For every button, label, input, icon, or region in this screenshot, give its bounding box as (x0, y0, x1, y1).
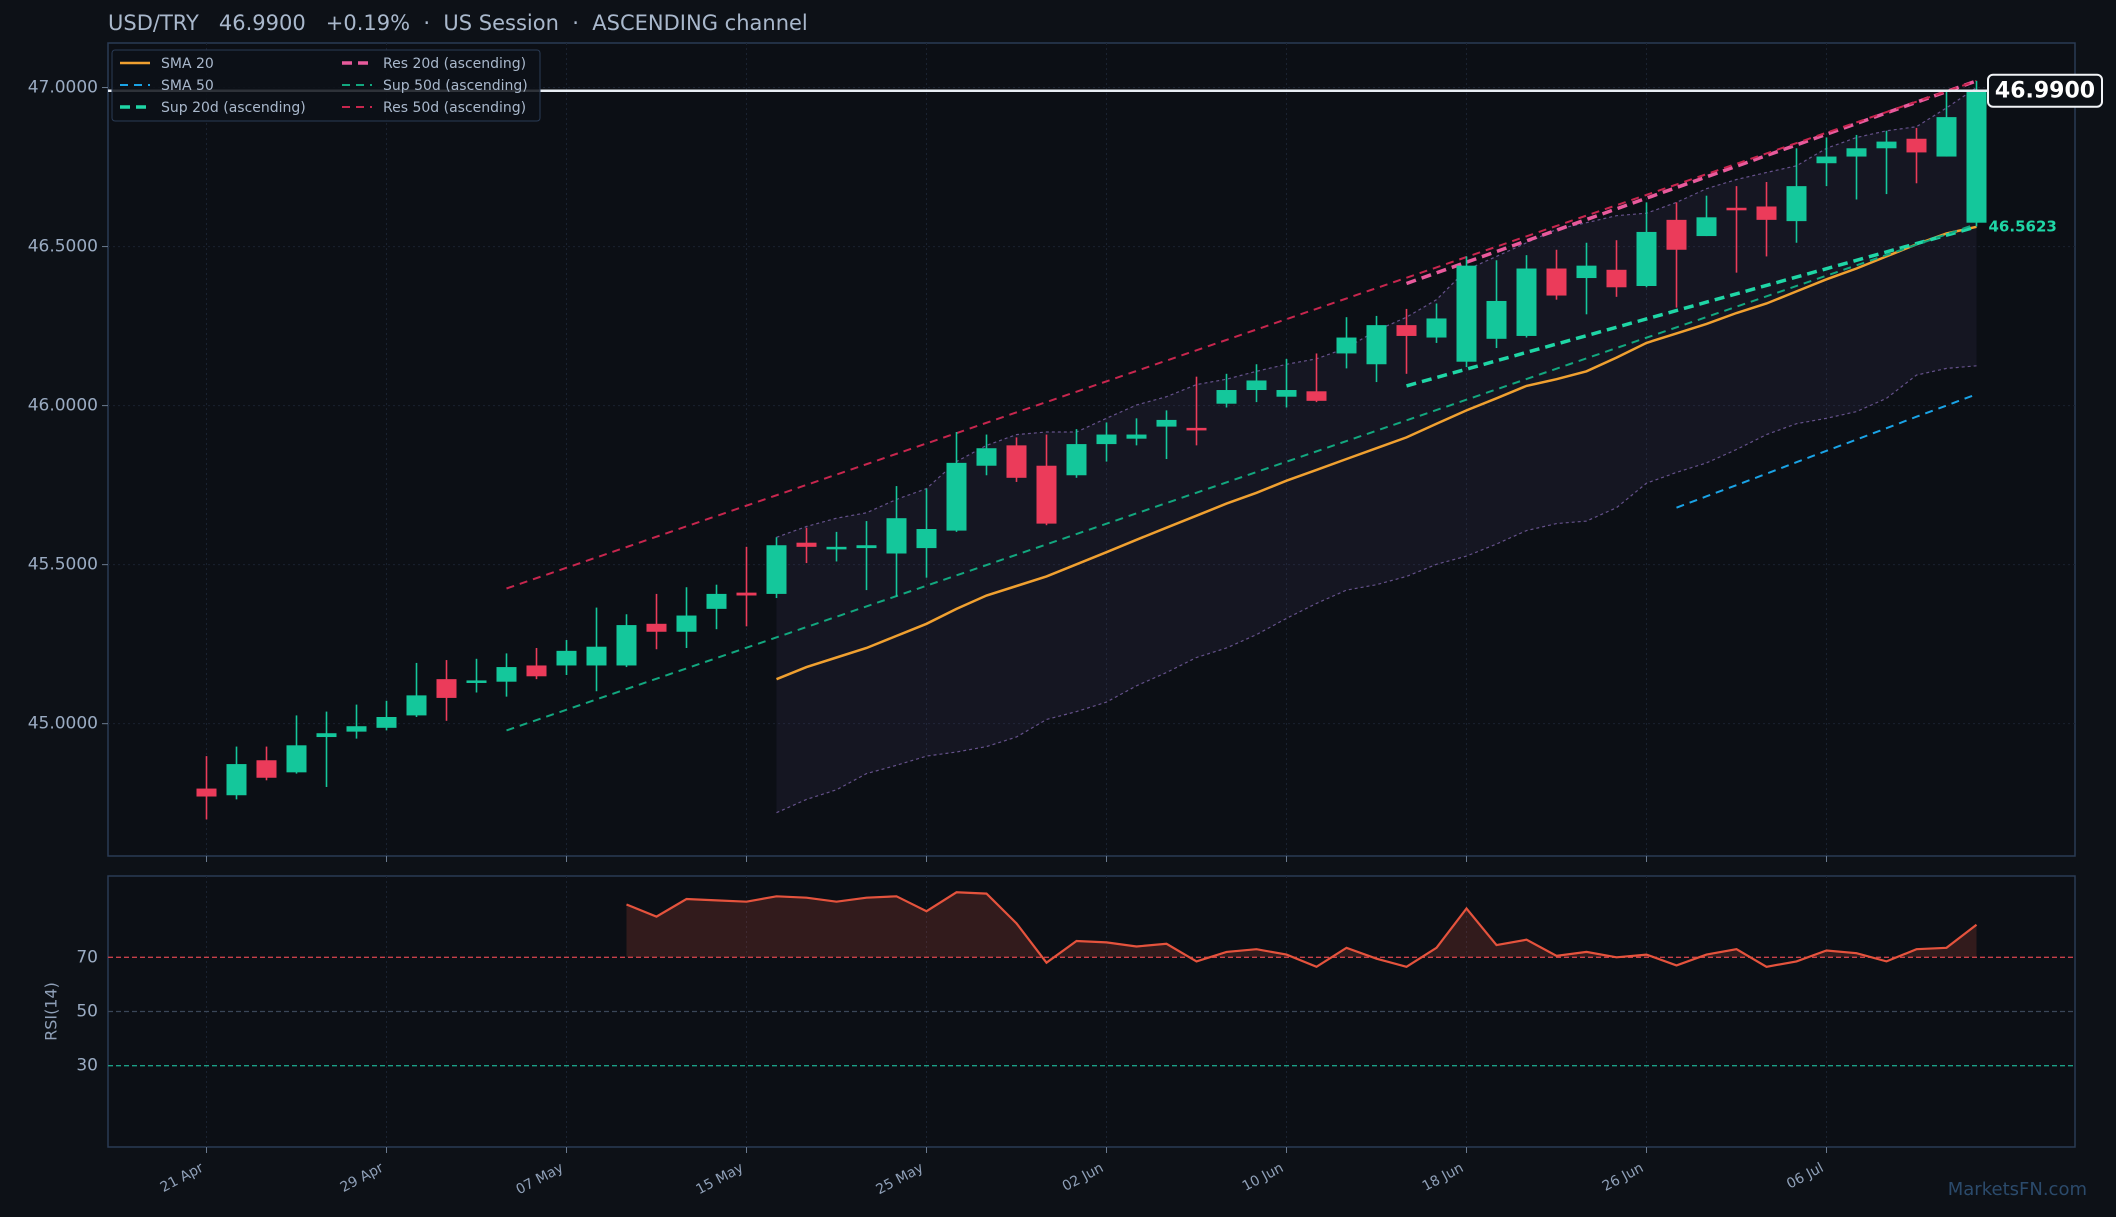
y-tick-label: 46.0000 (28, 396, 98, 416)
candle-body (196, 788, 217, 797)
candle-body (1276, 390, 1297, 397)
indicator-line (506, 79, 1977, 590)
candle-body (1606, 269, 1627, 288)
candle-body (676, 615, 697, 632)
candle-body (1666, 219, 1687, 250)
y-tick-label: 70 (76, 947, 98, 967)
rsi-line (626, 891, 1978, 969)
panel (107, 875, 2076, 1148)
candle-body (826, 546, 847, 550)
indicator-line (1406, 225, 1977, 388)
candle-body (1456, 265, 1477, 362)
indicator-line (1676, 393, 1977, 509)
legend-label: SMA 50 (161, 78, 214, 94)
legend-label: Sup 20d (ascending) (161, 100, 306, 116)
candle-body (376, 717, 397, 728)
candle-body (856, 545, 877, 549)
indicator-line (776, 225, 1977, 681)
candle-body (1036, 465, 1057, 524)
candle-body (1006, 445, 1027, 478)
candle-body (1366, 325, 1387, 365)
candle-body (1426, 318, 1447, 338)
y-tick-label: 46.5000 (28, 237, 98, 257)
candle-body (556, 650, 577, 666)
candle-body (616, 625, 637, 666)
candle-body (526, 665, 547, 677)
candle-body (1246, 380, 1267, 391)
candle-body (1756, 206, 1777, 220)
candle-body (766, 545, 787, 594)
candle-body (1876, 141, 1897, 149)
indicator-line (506, 223, 1977, 732)
rsi-fill (626, 892, 1977, 958)
candle-body (646, 623, 667, 632)
level-label: 46.5623 (1989, 217, 2057, 235)
y-axis-label: RSI(14) (42, 982, 61, 1041)
candle-body (1906, 138, 1927, 153)
candle-body (736, 592, 757, 596)
candle-body (466, 680, 487, 683)
candle-body (1336, 337, 1357, 354)
price-pill (1987, 73, 2103, 108)
legend-label: Sup 50d (ascending) (383, 78, 528, 94)
candle-body (226, 764, 247, 796)
candle-body (1786, 186, 1807, 222)
candle-body (256, 760, 277, 778)
candle-body (1306, 391, 1327, 401)
candle-body (1126, 434, 1147, 439)
candle-body (406, 695, 427, 716)
candle-body (706, 593, 727, 609)
candle-body (1396, 325, 1417, 336)
legend-label: Res 20d (ascending) (383, 56, 526, 72)
candle-body (1966, 90, 1987, 223)
y-tick-label: 45.0000 (28, 714, 98, 734)
candle-body (496, 667, 517, 682)
candle-body (1546, 268, 1567, 296)
candle-body (1486, 300, 1507, 339)
y-tick-label: 47.0000 (28, 78, 98, 98)
candle-body (346, 726, 367, 732)
candle-body (916, 529, 937, 549)
candle-body (586, 646, 607, 666)
candle-body (1636, 231, 1657, 287)
candle-body (1576, 265, 1597, 279)
watermark: MarketsFN.com (1948, 1179, 2087, 1200)
band-edge (776, 365, 1977, 814)
candle-body (946, 462, 967, 531)
candle-body (886, 518, 907, 554)
legend-label: SMA 20 (161, 56, 214, 72)
candle-body (1156, 419, 1177, 427)
candle-body (796, 542, 817, 547)
candle-body (1816, 156, 1837, 164)
indicator-line (1405, 79, 1978, 286)
candle-body (1726, 207, 1747, 211)
candle-body (1096, 434, 1117, 445)
y-tick-label: 45.5000 (28, 555, 98, 575)
y-tick-label: 30 (76, 1056, 98, 1076)
price-pill-label: 46.9900 (1995, 79, 2095, 104)
legend-box (111, 49, 541, 122)
candle-body (1066, 444, 1087, 476)
legend-label: Res 50d (ascending) (383, 100, 526, 116)
panel (107, 42, 2076, 857)
candle-body (436, 679, 457, 698)
candle-body (1846, 148, 1867, 157)
candle-body (1696, 217, 1717, 237)
candle-body (1936, 117, 1957, 157)
candle-body (286, 745, 307, 773)
candle-body (1186, 427, 1207, 431)
candle-body (316, 733, 337, 738)
y-tick-label: 50 (76, 1002, 98, 1022)
candle-body (1216, 390, 1237, 404)
candle-body (976, 448, 997, 466)
candle-body (1516, 268, 1537, 336)
chart-title: USD/TRY 46.9900 +0.19% · US Session · AS… (108, 11, 808, 35)
